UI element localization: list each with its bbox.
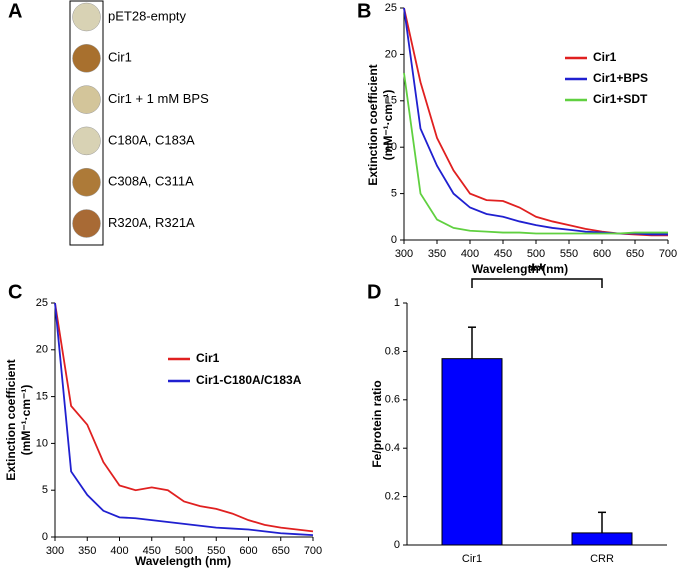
y-axis-label-line: (mM⁻¹·cm⁻¹): [381, 90, 395, 161]
x-axis-label: Wavelength (nm): [472, 262, 568, 276]
x-tick-label: 600: [239, 545, 257, 557]
y-tick-label: 25: [36, 297, 48, 309]
panel-letter: A: [8, 0, 22, 22]
y-axis-label: Fe/protein ratio: [370, 380, 384, 467]
line-series: [403, 7, 668, 237]
x-tick-label: 450: [143, 545, 161, 557]
y-tick-label: 15: [385, 95, 397, 107]
x-tick-label: 350: [428, 248, 446, 260]
y-tick-label: 25: [385, 2, 397, 14]
colony-spot: [72, 44, 101, 73]
x-axis-label: Wavelength (nm): [135, 554, 231, 568]
line-series: [403, 7, 668, 236]
x-tick-label: 300: [395, 248, 413, 260]
spot-label: C308A, C311A: [108, 174, 194, 189]
y-tick-label: 20: [385, 48, 397, 60]
line-series: [54, 302, 314, 537]
y-axis-label: Extinction coefficient(mM⁻¹·cm⁻¹): [366, 64, 395, 185]
y-tick-label: 0.8: [385, 345, 400, 357]
legend-label: Cir1+SDT: [593, 92, 648, 106]
panel-letter: D: [367, 281, 381, 303]
x-tick-label: 550: [207, 545, 225, 557]
significance-bracket: [471, 278, 603, 288]
panel-letter: B: [357, 0, 371, 22]
panel-frame: [69, 0, 104, 246]
y-axis-label-line: Extinction coefficient: [4, 359, 18, 480]
spot-label: Cir1: [108, 50, 132, 65]
y-tick-label: 1: [394, 297, 400, 309]
spot-label: R320A, R321A: [108, 215, 195, 230]
colony-spot: [72, 167, 101, 197]
x-tick-label: 350: [78, 545, 96, 557]
x-tick-label: 700: [304, 545, 322, 557]
y-tick-label: 0.2: [385, 491, 400, 503]
line-series: [403, 72, 668, 235]
x-tick-label: 400: [110, 545, 128, 557]
y-tick-label: 0.6: [385, 394, 400, 406]
y-tick-label: 0.4: [385, 442, 400, 454]
x-tick-label: 700: [659, 248, 677, 260]
legend-label: Cir1: [593, 50, 617, 64]
x-tick-label: 550: [560, 248, 578, 260]
legend-label: Cir1-C180A/C183A: [196, 373, 302, 387]
x-tick-label: 500: [175, 545, 193, 557]
y-tick-label: 5: [42, 484, 48, 496]
y-axis-label-line: Extinction coefficient: [366, 64, 380, 185]
panel-letter: C: [8, 281, 22, 303]
x-tick-label: 650: [272, 545, 290, 557]
y-tick-label: 0: [42, 531, 48, 543]
y-tick-label: 10: [36, 437, 48, 449]
legend-label: Cir1+BPS: [593, 71, 648, 85]
x-tick-label: 450: [494, 248, 512, 260]
line-series: [54, 302, 314, 533]
colony-spot: [72, 85, 101, 114]
y-tick-label: 5: [391, 188, 397, 200]
colony-spot: [72, 209, 101, 238]
x-tick-label: 600: [593, 248, 611, 260]
x-tick-label: CRR: [590, 553, 614, 565]
bar: [441, 358, 503, 546]
legend-label: Cir1: [196, 351, 220, 365]
significance-label: **: [529, 260, 545, 282]
y-axis-label: Extinction coefficient(mM⁻¹·cm⁻¹): [4, 359, 33, 480]
colony-spot: [72, 126, 101, 156]
y-tick-label: 10: [385, 141, 397, 153]
y-tick-label: 15: [36, 391, 48, 403]
x-tick-label: Cir1: [462, 553, 482, 565]
spot-label: Cir1 + 1 mM BPS: [108, 91, 209, 106]
y-tick-label: 20: [36, 344, 48, 356]
bar: [571, 532, 633, 546]
x-tick-label: 650: [626, 248, 644, 260]
spot-label: pET28-empty: [108, 8, 187, 23]
colony-spot: [72, 2, 101, 32]
x-tick-label: 400: [461, 248, 479, 260]
y-tick-label: 0: [394, 539, 400, 551]
y-tick-label: 0: [391, 234, 397, 246]
x-tick-label: 500: [527, 248, 545, 260]
x-tick-label: 300: [46, 545, 64, 557]
y-axis-label-line: (mM⁻¹·cm⁻¹): [19, 385, 33, 456]
spot-label: C180A, C183A: [108, 132, 195, 147]
